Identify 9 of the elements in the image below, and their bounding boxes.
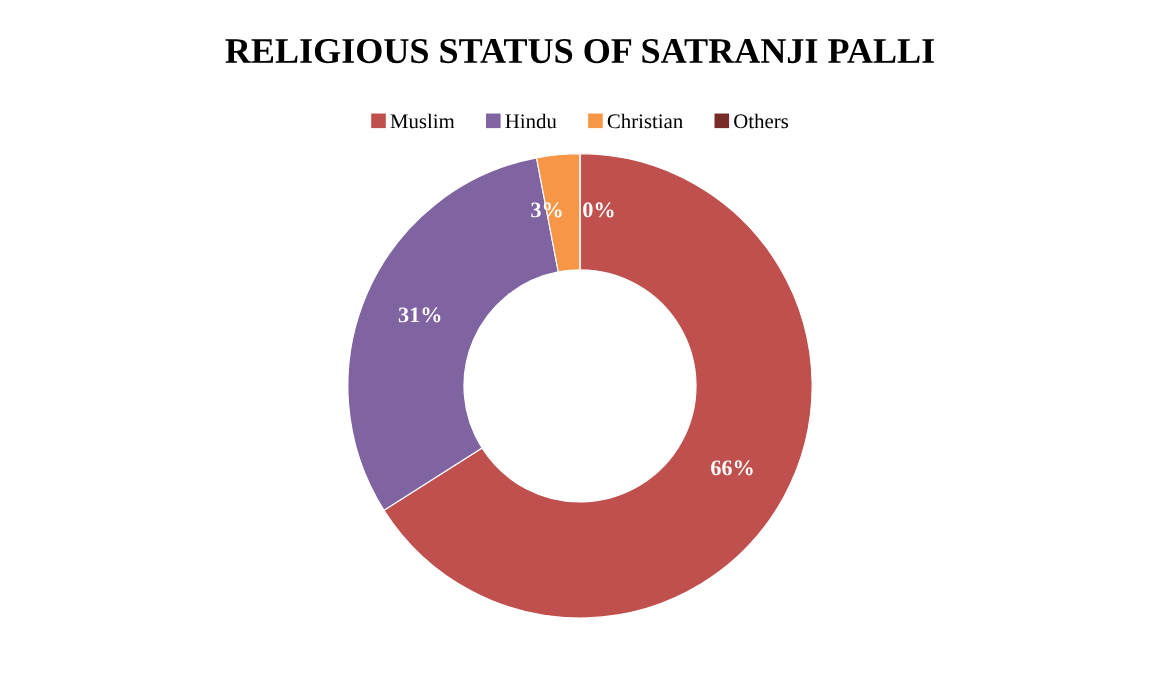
data-label: 31% — [398, 307, 441, 323]
data-label: 3% — [531, 202, 562, 218]
legend-label: Others — [734, 113, 789, 129]
legend-label: Hindu — [505, 113, 557, 129]
text: 0% — [583, 202, 614, 218]
legend-label: Christian — [607, 113, 683, 129]
legend-label: Muslim — [390, 113, 455, 129]
data-label: 66% — [711, 460, 753, 476]
chart-title: RELIGIOUS STATUS OF SATRANJI PALLI — [225, 38, 934, 64]
